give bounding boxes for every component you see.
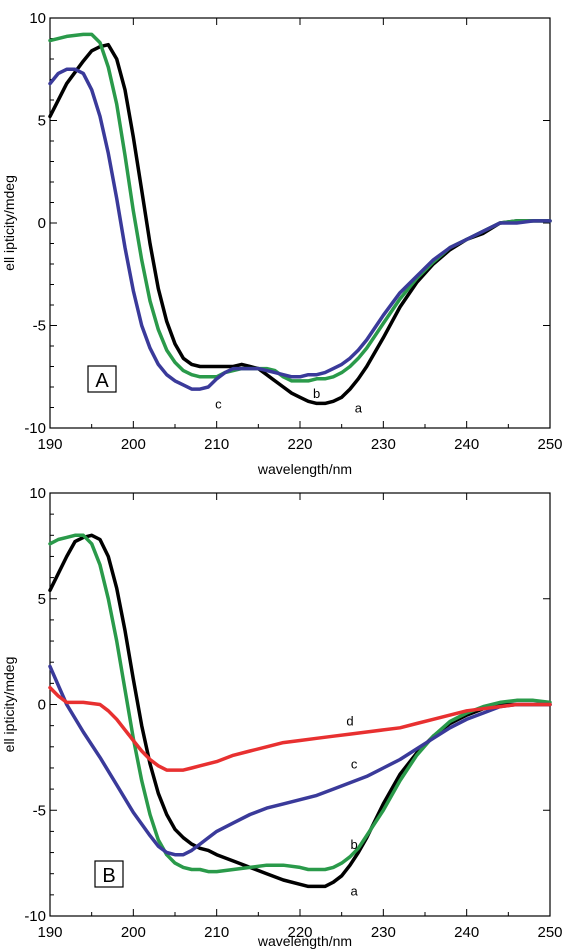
- panel-label: A: [95, 370, 109, 392]
- y-tick-label: -5: [33, 802, 46, 819]
- series-label-a: a: [351, 884, 359, 899]
- y-tick-label: -10: [24, 420, 46, 437]
- plot-frame: [49, 17, 551, 429]
- y-tick-label: 0: [38, 215, 46, 232]
- y-tick-label: 5: [38, 113, 46, 130]
- y-tick-label: 10: [29, 485, 46, 502]
- x-tick-label: 230: [371, 436, 396, 453]
- x-tick-label: 250: [537, 924, 562, 941]
- x-tick-label: 190: [37, 924, 62, 941]
- series-line-c: [48, 664, 552, 857]
- series-label-a: a: [355, 401, 363, 416]
- chart-panel-b: 190 200 210 220 230 240 250 -10 -5 0 5 10 wavelength…: [1, 485, 563, 949]
- panel-label-box: [87, 365, 117, 393]
- series-line-d: [48, 685, 552, 772]
- series-label-b: b: [351, 837, 358, 852]
- y-tick-label: -10: [24, 908, 46, 925]
- x-tick-label: 210: [204, 924, 229, 941]
- series-line-a: [48, 42, 552, 406]
- y-tick-label: -5: [33, 318, 46, 335]
- x-tick-label: 200: [121, 436, 146, 453]
- x-tick-label: 240: [454, 436, 479, 453]
- x-tick-label: 240: [454, 924, 479, 941]
- x-axis-title: wavelength/nm: [257, 933, 352, 949]
- y-tick-label: 10: [29, 10, 46, 27]
- series-label-c: c: [351, 757, 358, 772]
- y-tick-label: 0: [38, 697, 46, 714]
- series-line-b: [48, 533, 552, 874]
- series-label-d: d: [346, 713, 353, 728]
- plot-frame: [49, 492, 551, 917]
- x-tick-label: 230: [371, 924, 396, 941]
- x-tick-label: 220: [287, 436, 312, 453]
- x-tick-label: 250: [537, 436, 562, 453]
- panel-label-box: [94, 860, 124, 888]
- series-label-b: b: [313, 386, 320, 401]
- x-tick-label: 200: [121, 924, 146, 941]
- x-axis-title: wavelength/nm: [257, 461, 352, 477]
- x-tick-label: 190: [37, 436, 62, 453]
- series-label-c: c: [215, 396, 222, 411]
- panel-label: B: [102, 865, 115, 887]
- x-tick-label: 220: [287, 924, 312, 941]
- y-axis-title: ell ipticity/mdeg: [1, 657, 17, 753]
- y-tick-label: 5: [38, 591, 46, 608]
- series-line-c: [48, 67, 552, 391]
- chart-panel-a: 190 200 210 220 230 240 250 -10 -5 0 5 10 wavelength…: [1, 10, 563, 477]
- y-axis-title: ell ipticity/mdeg: [1, 175, 17, 271]
- x-tick-label: 210: [204, 436, 229, 453]
